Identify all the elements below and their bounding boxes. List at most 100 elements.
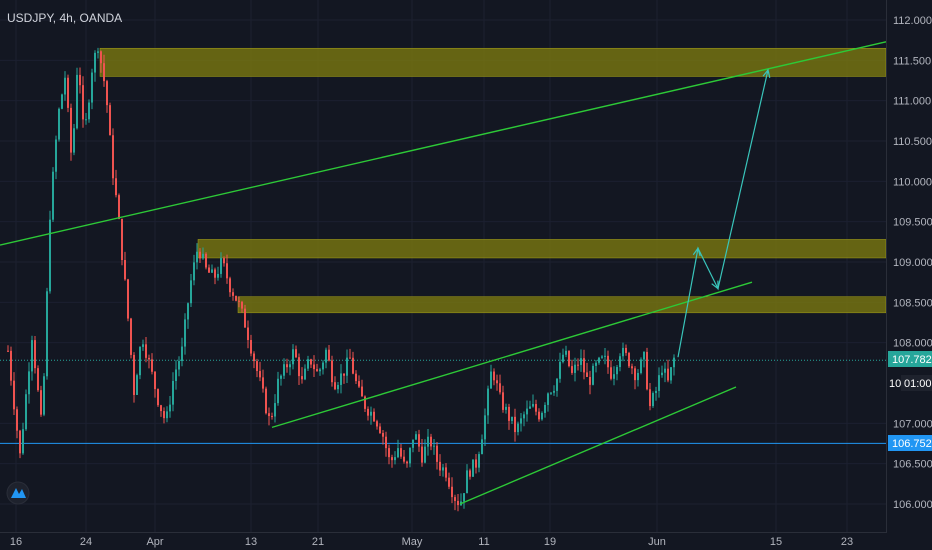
- arrowhead-1: [692, 246, 701, 257]
- candle-body: [409, 447, 411, 464]
- y-tick-label: 109.500: [893, 217, 932, 229]
- candle-body: [172, 381, 174, 405]
- candle-body: [658, 375, 660, 391]
- candle-body: [361, 386, 363, 397]
- candle-body: [250, 340, 252, 354]
- candle-body: [358, 381, 360, 387]
- candle-body: [31, 340, 33, 372]
- candle-body: [523, 414, 525, 419]
- candle-body: [277, 378, 279, 404]
- candle-body: [103, 63, 105, 82]
- candle-body: [487, 388, 489, 416]
- candle-body: [628, 352, 630, 367]
- candle-body: [190, 280, 192, 304]
- x-tick-label: Jun: [648, 536, 666, 548]
- candle-body: [289, 364, 291, 368]
- candle-body: [82, 85, 84, 120]
- candle-body: [283, 364, 285, 376]
- candle-body: [535, 404, 537, 412]
- channel-lower-trendline: [459, 386, 737, 505]
- candle-body: [457, 500, 459, 506]
- candle-body: [574, 364, 576, 373]
- candle-body: [331, 360, 333, 383]
- candle-body: [205, 253, 207, 268]
- projection-path: [677, 69, 769, 358]
- y-tick-label: 106.000: [893, 499, 932, 511]
- candle-body: [370, 411, 372, 416]
- x-tick-label: 16: [10, 536, 22, 548]
- candle-body: [376, 421, 378, 427]
- candle-body: [553, 390, 555, 393]
- y-tick-label: 109.000: [893, 257, 932, 269]
- candle-body: [43, 376, 45, 415]
- candle-body: [469, 470, 471, 477]
- candle-body: [439, 461, 441, 471]
- arrowhead-3: [762, 68, 771, 78]
- candle-body: [586, 372, 588, 377]
- price-axis[interactable]: 112.000 111.500 111.000 110.500 110.000 109.5…: [886, 0, 932, 532]
- candle-body: [322, 362, 324, 370]
- candle-body: [40, 390, 42, 415]
- candle-body: [544, 404, 546, 413]
- candle-body: [319, 369, 321, 372]
- candle-body: [22, 429, 24, 454]
- candle-body: [367, 408, 369, 416]
- candle-body: [427, 436, 429, 447]
- candle-body: [490, 371, 492, 389]
- arrowhead-2: [711, 280, 719, 290]
- candle-body: [199, 251, 201, 259]
- candle-body: [85, 119, 87, 121]
- candle-body: [412, 439, 414, 448]
- candle-body: [139, 346, 141, 376]
- candle-body: [223, 258, 225, 264]
- candle-body: [145, 344, 147, 358]
- candle-body: [583, 358, 585, 373]
- candle-body: [403, 456, 405, 462]
- candle-body: [196, 251, 198, 263]
- candle-body: [616, 367, 618, 375]
- candle-body: [106, 81, 108, 106]
- candle-body: [415, 434, 417, 440]
- candle-body: [25, 394, 27, 430]
- candle-body: [298, 357, 300, 377]
- candle-body: [181, 346, 183, 362]
- y-tick-label: 111.500: [893, 55, 931, 67]
- time-axis[interactable]: 16 24 Apr 13 21 May 11 19 Jun 15 23: [0, 532, 932, 550]
- candle-body: [652, 393, 654, 407]
- candle-body: [307, 359, 309, 369]
- x-tick-label: 24: [80, 536, 92, 548]
- tradingview-logo-icon[interactable]: [6, 481, 30, 505]
- candle-body: [514, 416, 516, 433]
- candle-body: [520, 418, 522, 424]
- candle-body: [451, 486, 453, 498]
- candle-body: [502, 392, 504, 410]
- candle-body: [526, 408, 528, 415]
- candle-body: [667, 368, 669, 381]
- candle-body: [637, 372, 639, 381]
- candle-body: [247, 327, 249, 341]
- y-tick-label: 106.500: [893, 459, 932, 471]
- current-price-label: 107.782: [892, 354, 932, 366]
- candle-body: [154, 371, 156, 390]
- candle-body: [127, 279, 129, 319]
- candle-body: [556, 378, 558, 391]
- candle-body: [673, 357, 675, 368]
- candle-body: [151, 359, 153, 372]
- candle-body: [292, 349, 294, 365]
- y-tick-label: 107.000: [893, 418, 932, 430]
- candle-body: [100, 51, 102, 64]
- candle-body: [160, 405, 162, 412]
- candle-body: [271, 416, 273, 418]
- candle-body: [379, 426, 381, 433]
- candle-body: [79, 74, 81, 86]
- candle-body: [49, 219, 51, 292]
- candle-body: [565, 350, 567, 355]
- candle-body: [580, 358, 582, 365]
- candle-body: [568, 350, 570, 367]
- candle-body: [601, 356, 603, 358]
- candle-body: [664, 368, 666, 373]
- candle-body: [517, 423, 519, 433]
- candle-body: [550, 392, 552, 394]
- candle-body: [178, 361, 180, 370]
